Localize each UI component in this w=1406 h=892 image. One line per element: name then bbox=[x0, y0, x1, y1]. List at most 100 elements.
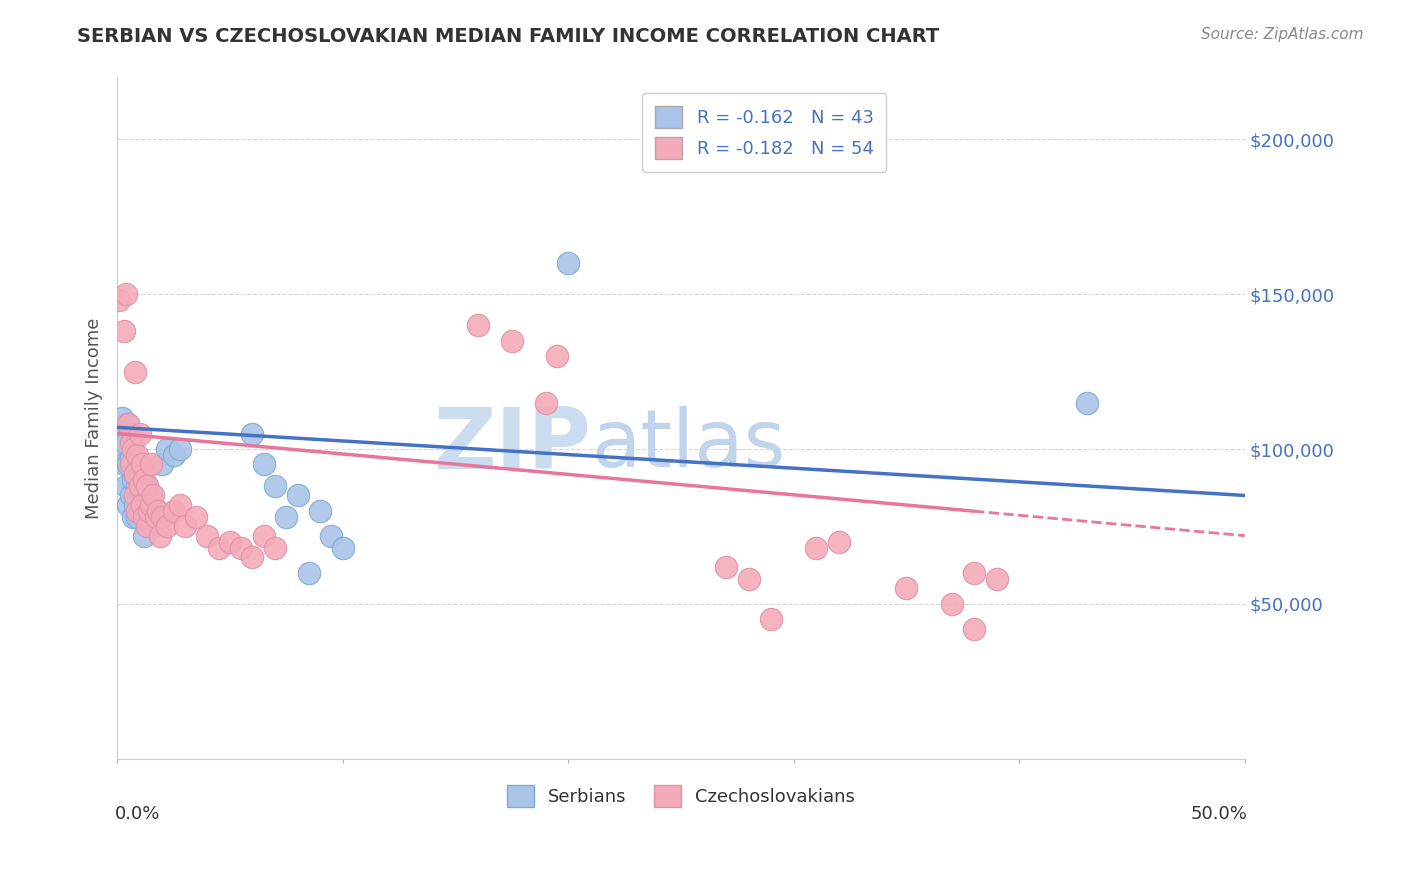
Point bbox=[737, 572, 759, 586]
Point bbox=[156, 442, 179, 456]
Point bbox=[135, 519, 157, 533]
Point bbox=[139, 458, 162, 472]
Point bbox=[253, 529, 276, 543]
Point bbox=[253, 458, 276, 472]
Point bbox=[124, 467, 146, 481]
Point bbox=[546, 349, 568, 363]
Point bbox=[131, 488, 153, 502]
Point bbox=[108, 293, 131, 308]
Point bbox=[135, 479, 157, 493]
Point bbox=[986, 572, 1008, 586]
Point bbox=[128, 458, 150, 472]
Point bbox=[149, 529, 172, 543]
Point bbox=[941, 597, 963, 611]
Point bbox=[162, 504, 184, 518]
Point bbox=[298, 566, 321, 580]
Point bbox=[124, 467, 146, 481]
Point bbox=[162, 448, 184, 462]
Point bbox=[122, 510, 145, 524]
Point bbox=[321, 529, 343, 543]
Point bbox=[127, 479, 149, 493]
Point bbox=[134, 473, 156, 487]
Point bbox=[534, 395, 557, 409]
Point bbox=[287, 488, 309, 502]
Point bbox=[806, 541, 828, 555]
Point bbox=[135, 479, 157, 493]
Point bbox=[138, 510, 160, 524]
Point bbox=[142, 519, 165, 533]
Point bbox=[108, 426, 131, 441]
Point bbox=[759, 612, 782, 626]
Point bbox=[134, 510, 156, 524]
Point bbox=[138, 504, 160, 518]
Point bbox=[557, 256, 579, 270]
Point bbox=[146, 504, 169, 518]
Point bbox=[169, 498, 191, 512]
Point bbox=[208, 541, 231, 555]
Point bbox=[169, 442, 191, 456]
Point bbox=[112, 442, 135, 456]
Point bbox=[117, 417, 139, 432]
Point bbox=[115, 435, 138, 450]
Point bbox=[117, 458, 139, 472]
Point bbox=[142, 488, 165, 502]
Text: atlas: atlas bbox=[591, 406, 785, 484]
Point bbox=[145, 510, 167, 524]
Text: Source: ZipAtlas.com: Source: ZipAtlas.com bbox=[1201, 27, 1364, 42]
Point bbox=[332, 541, 354, 555]
Point bbox=[131, 498, 153, 512]
Point bbox=[127, 448, 149, 462]
Point bbox=[120, 458, 142, 472]
Legend: Serbians, Czechoslovakians: Serbians, Czechoslovakians bbox=[496, 774, 866, 818]
Point bbox=[128, 479, 150, 493]
Point bbox=[120, 435, 142, 450]
Point bbox=[117, 417, 139, 432]
Point bbox=[896, 582, 918, 596]
Point bbox=[128, 426, 150, 441]
Point bbox=[242, 550, 264, 565]
Point bbox=[122, 426, 145, 441]
Point bbox=[122, 442, 145, 456]
Text: SERBIAN VS CZECHOSLOVAKIAN MEDIAN FAMILY INCOME CORRELATION CHART: SERBIAN VS CZECHOSLOVAKIAN MEDIAN FAMILY… bbox=[77, 27, 939, 45]
Point bbox=[173, 519, 195, 533]
Point bbox=[714, 559, 737, 574]
Point bbox=[963, 566, 986, 580]
Point bbox=[120, 488, 142, 502]
Point bbox=[122, 473, 145, 487]
Point bbox=[115, 479, 138, 493]
Point bbox=[127, 504, 149, 518]
Text: ZIP: ZIP bbox=[433, 404, 591, 487]
Point bbox=[1076, 395, 1098, 409]
Point bbox=[117, 498, 139, 512]
Point bbox=[963, 622, 986, 636]
Point bbox=[112, 458, 135, 472]
Point bbox=[115, 287, 138, 301]
Point bbox=[242, 426, 264, 441]
Point bbox=[139, 488, 162, 502]
Text: 0.0%: 0.0% bbox=[115, 805, 160, 823]
Point bbox=[134, 504, 156, 518]
Point bbox=[124, 498, 146, 512]
Point bbox=[124, 365, 146, 379]
Point bbox=[156, 519, 179, 533]
Point bbox=[264, 479, 287, 493]
Point bbox=[128, 504, 150, 518]
Point bbox=[131, 458, 153, 472]
Point bbox=[501, 334, 523, 348]
Text: 50.0%: 50.0% bbox=[1189, 805, 1247, 823]
Point bbox=[124, 488, 146, 502]
Point bbox=[828, 535, 851, 549]
Point bbox=[134, 529, 156, 543]
Point bbox=[184, 510, 207, 524]
Point bbox=[264, 541, 287, 555]
Point bbox=[467, 318, 489, 333]
Point bbox=[309, 504, 332, 518]
Point bbox=[120, 451, 142, 466]
Point bbox=[150, 510, 173, 524]
Point bbox=[276, 510, 298, 524]
Point bbox=[111, 411, 134, 425]
Point bbox=[112, 324, 135, 338]
Point bbox=[146, 504, 169, 518]
Point bbox=[231, 541, 253, 555]
Point bbox=[127, 510, 149, 524]
